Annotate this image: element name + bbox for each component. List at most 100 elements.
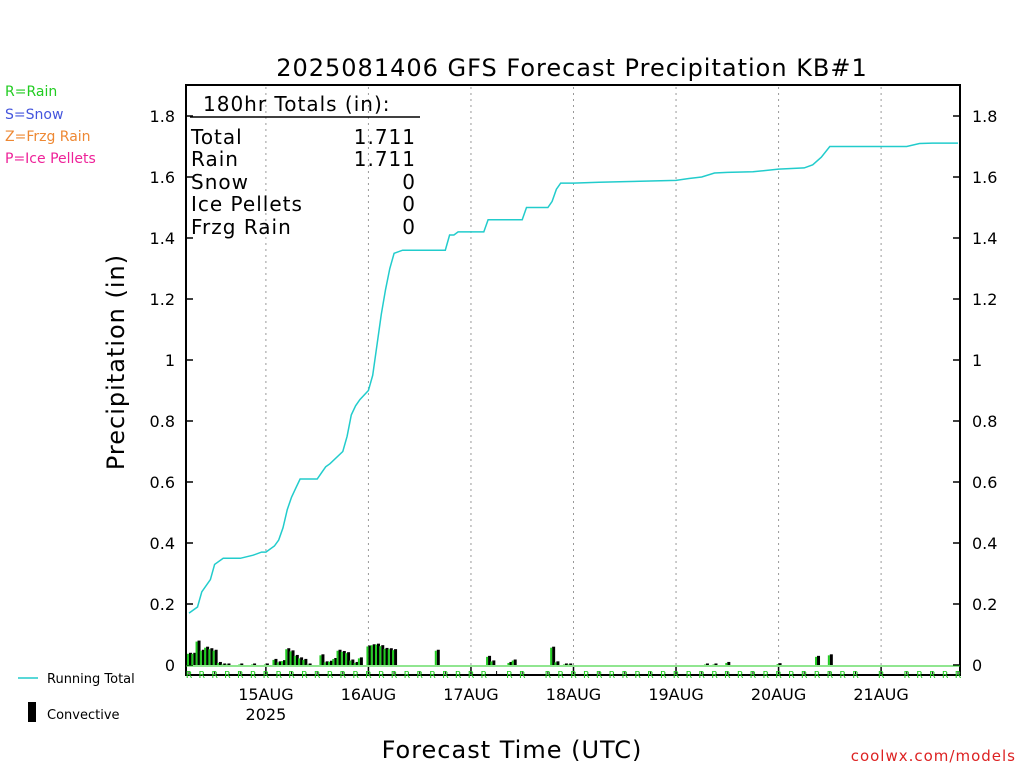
- y-axis-label: Precipitation (in): [102, 254, 130, 470]
- ptype-marker-7: R: [276, 670, 283, 681]
- ptype-marker-23: R: [481, 670, 488, 681]
- totals-label-ice-pellets: Ice Pellets: [191, 192, 303, 216]
- convective-bar-35: [379, 645, 385, 665]
- ptype-marker-46: R: [801, 670, 808, 681]
- ptype-marker-12: R: [340, 670, 347, 681]
- ptype-marker-28: R: [570, 670, 577, 681]
- convective-bar-9: [225, 663, 231, 665]
- convective-bar-3: [199, 649, 205, 665]
- ptype-marker-29: R: [583, 670, 590, 681]
- legend-rain: R=Rain: [5, 84, 57, 100]
- ptype-marker-14: R: [365, 670, 372, 681]
- ptype-marker-5: R: [250, 670, 257, 681]
- totals-value-rain: 1.711: [354, 147, 416, 171]
- convective-bar-15: [280, 660, 286, 665]
- convective-bar-21: [306, 663, 312, 665]
- ptype-marker-22: R: [468, 670, 475, 681]
- convective-bar-48: [703, 663, 709, 665]
- convective-bar-2: [195, 640, 201, 665]
- y-tick-label-left-4: 0.8: [150, 412, 175, 431]
- convective-bar-51: [776, 663, 782, 665]
- convective-bar-7: [216, 661, 222, 665]
- x-tick-label-0: 15AUG: [238, 685, 293, 704]
- y-tick-label-right-1: 0.2: [972, 595, 997, 614]
- y-tick-label-right-0: 0: [972, 656, 982, 675]
- convective-bar-53: [827, 654, 833, 665]
- convective-bar-28: [345, 652, 351, 665]
- ptype-marker-32: R: [622, 670, 629, 681]
- convective-bar-26: [336, 649, 342, 665]
- credit-link[interactable]: coolwx.com/models: [851, 747, 1016, 765]
- ptype-marker-55: R: [942, 670, 949, 681]
- convective-bar-30: [353, 661, 359, 665]
- ptype-marker-25: R: [519, 670, 526, 681]
- convective-bar-39: [434, 649, 440, 665]
- ptype-marker-13: R: [353, 670, 360, 681]
- convective-bar-8: [221, 663, 227, 665]
- y-tick-label-right-4: 0.8: [972, 412, 997, 431]
- x-tick-label-4: 19AUG: [648, 685, 703, 704]
- x-tick-label-1: 16AUG: [341, 685, 396, 704]
- series-legend: Running Total Convective: [18, 672, 135, 723]
- ptype-marker-48: R: [827, 670, 834, 681]
- y-tick-label-left-2: 0.4: [150, 534, 175, 553]
- legend-convective-swatch: [28, 702, 36, 722]
- x-tick-sublabel-0: 2025: [246, 705, 287, 724]
- convective-bar-0: [187, 652, 192, 665]
- convective-bar-17: [289, 650, 295, 665]
- ptype-marker-50: R: [852, 670, 859, 681]
- ptype-marker-11: R: [327, 670, 334, 681]
- ptype-marker-24: R: [506, 670, 513, 681]
- ptype-marker-8: R: [289, 670, 296, 681]
- ptype-marker-37: R: [686, 670, 693, 681]
- y-axis-ticks: 0 00.2 0.20.4 0.40.6 0.60.8 0.81 11.2 1.21.4 1.4…: [150, 107, 998, 675]
- ptype-marker-16: R: [391, 670, 398, 681]
- convective-bar-31: [357, 657, 363, 665]
- totals-value-ice-pellets: 0: [402, 192, 416, 216]
- ptype-marker-33: R: [635, 670, 642, 681]
- convective-bar-43: [511, 659, 517, 665]
- precip-type-legend: R=Rain S=Snow Z=Frzg Rain P=Ice Pellets: [5, 84, 96, 167]
- ptype-marker-9: R: [301, 670, 308, 681]
- ptype-marker-52: R: [904, 670, 911, 681]
- convective-bar-49: [712, 663, 718, 665]
- ptype-marker-41: R: [737, 670, 744, 681]
- y-tick-label-left-6: 1.2: [150, 290, 175, 309]
- totals-label-snow: Snow: [191, 170, 249, 194]
- convective-bar-47: [567, 663, 573, 665]
- y-tick-label-left-3: 0.6: [150, 473, 175, 492]
- x-tick-label-3: 18AUG: [546, 685, 601, 704]
- ptype-marker-54: R: [929, 670, 936, 681]
- convective-bar-38: [392, 649, 398, 665]
- y-tick-label-right-8: 1.6: [972, 168, 997, 187]
- ptype-marker-15: R: [378, 670, 385, 681]
- y-tick-label-right-2: 0.4: [972, 534, 997, 553]
- ptype-marker-35: R: [660, 670, 667, 681]
- x-tick-label-2: 17AUG: [443, 685, 498, 704]
- grid-lines: [265, 87, 882, 673]
- convective-bar-22: [319, 654, 325, 665]
- convective-bar-29: [349, 659, 355, 665]
- convective-bar-40: [486, 655, 492, 665]
- legend-snow: S=Snow: [5, 107, 63, 123]
- convective-bar-19: [298, 657, 304, 665]
- ptype-marker-27: R: [558, 670, 565, 681]
- ptype-marker-34: R: [647, 670, 654, 681]
- ptype-marker-2: R: [212, 670, 219, 681]
- convective-bar-52: [815, 655, 821, 665]
- totals-label-frzg-rain: Frzg Rain: [191, 215, 292, 239]
- convective-bar-25: [332, 657, 338, 665]
- convective-bar-6: [212, 649, 218, 665]
- convective-bar-18: [293, 654, 299, 665]
- convective-bar-42: [507, 661, 513, 665]
- convective-bar-5: [208, 648, 214, 665]
- convective-bar-14: [276, 661, 282, 665]
- ptype-marker-4: R: [237, 670, 244, 681]
- convective-bar-33: [370, 644, 376, 665]
- ptype-marker-56: R: [955, 670, 962, 681]
- totals-label-rain: Rain: [191, 147, 239, 171]
- convective-bars: [187, 640, 833, 665]
- convective-bar-45: [554, 661, 560, 665]
- y-tick-label-right-5: 1: [972, 351, 982, 370]
